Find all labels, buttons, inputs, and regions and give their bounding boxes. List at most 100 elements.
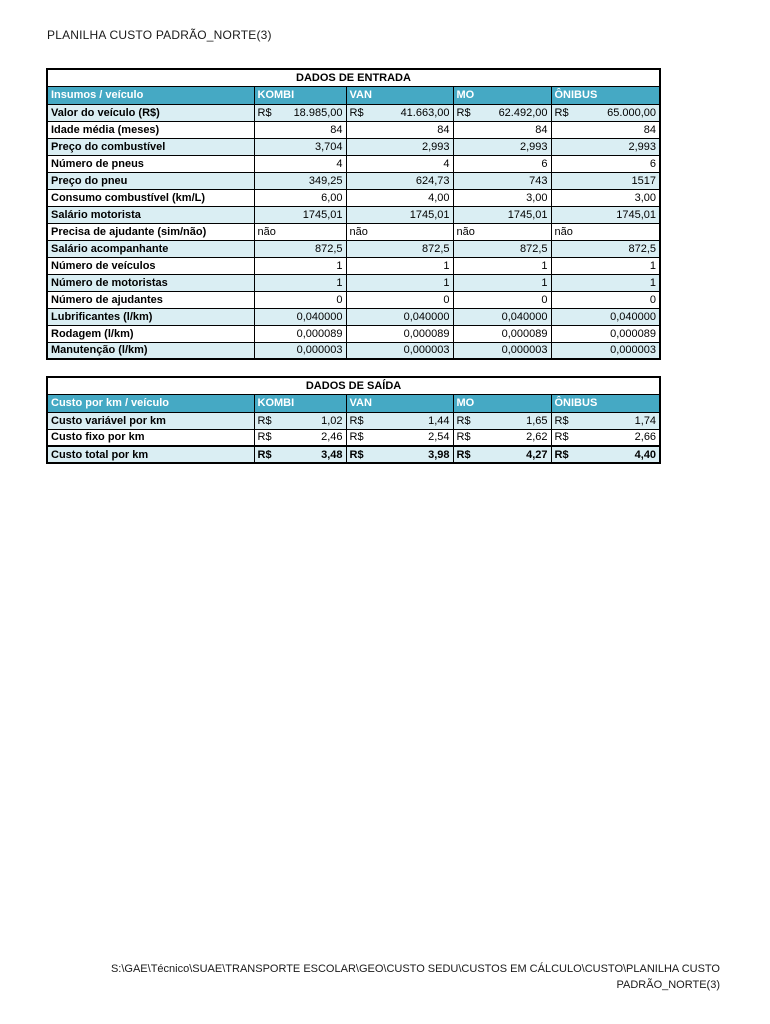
row-label: Custo fixo por km [46, 428, 255, 447]
cell-value: 6 [550, 154, 661, 173]
cell-value: R$ 18.985,00 [253, 103, 347, 122]
cell-value: não [550, 222, 661, 241]
cell-value: 1745,01 [550, 205, 661, 224]
currency-symbol: R$ [554, 448, 569, 461]
currency-symbol: R$ [554, 106, 569, 119]
currency-symbol: R$ [349, 431, 364, 444]
header-vehicle-column: VAN [345, 85, 454, 105]
table-row: Preço do combustível 3,704 2,993 2,993 2,993 [46, 137, 661, 156]
row-label: Lubrificantes (l/km) [46, 307, 255, 326]
cell-value: 1745,01 [345, 205, 454, 224]
table-row: Rodagem (l/km) 0,000089 0,000089 0,000089 0,… [46, 324, 661, 343]
cell-value: não [345, 222, 454, 241]
cell-value: 84 [253, 120, 347, 139]
table-header-row: Custo por km / veículo KOMBI VAN MO ÔNIBUS [46, 393, 661, 413]
header-vehicle-column: ÔNIBUS [550, 393, 661, 413]
header-vehicle-column: KOMBI [253, 393, 347, 413]
row-label: Custo variável por km [46, 411, 255, 430]
row-label: Manutenção (l/km) [46, 341, 255, 360]
table-row: Salário motorista 1745,01 1745,01 1745,01 17… [46, 205, 661, 224]
cell-value: 0,000003 [452, 341, 552, 360]
table-row: Idade média (meses) 84 84 84 84 [46, 120, 661, 139]
cell-value: 872,5 [253, 239, 347, 258]
cell-value: 1 [345, 256, 454, 275]
currency-symbol: R$ [257, 431, 272, 444]
currency-symbol: R$ [349, 106, 364, 119]
table-row: Custo total por km R$ 3,48 R$ 3,98 R$ 4,27 R$ 4,… [46, 445, 661, 464]
footer-path-line-2: PADRÃO_NORTE(3) [616, 979, 720, 991]
cell-value: 84 [452, 120, 552, 139]
cell-value: 1517 [550, 171, 661, 190]
cell-value: 6 [452, 154, 552, 173]
row-label: Número de veículos [46, 256, 255, 275]
cell-value: R$ 2,46 [253, 428, 347, 447]
currency-symbol: R$ [257, 448, 272, 461]
cell-value: 0,000089 [452, 324, 552, 343]
cell-value: 3,704 [253, 137, 347, 156]
row-label: Salário motorista [46, 205, 255, 224]
cell-number: 1,02 [321, 414, 343, 427]
row-label: Valor do veículo (R$) [46, 103, 255, 122]
cell-value: 0 [253, 290, 347, 309]
cell-value: R$ 4,27 [452, 445, 552, 464]
row-label: Consumo combustível (km/L) [46, 188, 255, 207]
cell-value: 4 [253, 154, 347, 173]
cell-value: 0,040000 [253, 307, 347, 326]
cell-value: 1 [452, 273, 552, 292]
cell-value: 0,040000 [550, 307, 661, 326]
table-row: Manutenção (l/km) 0,000003 0,000003 0,00000… [46, 341, 661, 360]
row-label: Precisa de ajudante (sim/não) [46, 222, 255, 241]
cell-value: R$ 1,44 [345, 411, 454, 430]
header-vehicle-column: ÔNIBUS [550, 85, 661, 105]
cell-number: 4,40 [634, 448, 657, 461]
cell-value: R$ 41.663,00 [345, 103, 454, 122]
row-label: Custo total por km [46, 445, 255, 464]
header-vehicle-column: VAN [345, 393, 454, 413]
cell-value: R$ 1,65 [452, 411, 552, 430]
currency-symbol: R$ [349, 448, 364, 461]
currency-symbol: R$ [456, 414, 471, 427]
table-row: Número de veículos 1 1 1 1 [46, 256, 661, 275]
cell-value: R$ 1,74 [550, 411, 661, 430]
cell-value: 624,73 [345, 171, 454, 190]
currency-symbol: R$ [349, 414, 364, 427]
table-row: Lubrificantes (l/km) 0,040000 0,040000 0,04… [46, 307, 661, 326]
cell-number: 18.985,00 [293, 106, 343, 119]
header-vehicle-column: MO [452, 393, 552, 413]
cell-value: 4,00 [345, 188, 454, 207]
cell-number: 65.000,00 [607, 106, 657, 119]
table-title-row: DADOS DE ENTRADA [46, 68, 661, 87]
currency-symbol: R$ [456, 106, 471, 119]
cell-value: R$ 2,66 [550, 428, 661, 447]
table-header-row: Insumos / veículo KOMBI VAN MO ÔNIBUS [46, 85, 661, 105]
cell-number: 62.492,00 [498, 106, 548, 119]
currency-symbol: R$ [257, 106, 272, 119]
cell-value: 84 [345, 120, 454, 139]
currency-symbol: R$ [554, 431, 569, 444]
cell-number: 3,98 [428, 448, 450, 461]
currency-symbol: R$ [554, 414, 569, 427]
cell-value: 3,00 [452, 188, 552, 207]
cell-value: R$ 4,40 [550, 445, 661, 464]
cell-value: 4 [345, 154, 454, 173]
currency-symbol: R$ [257, 414, 272, 427]
row-label: Número de ajudantes [46, 290, 255, 309]
document-title: PLANILHA CUSTO PADRÃO_NORTE(3) [47, 28, 272, 42]
cell-value: R$ 2,62 [452, 428, 552, 447]
header-vehicle-column: KOMBI [253, 85, 347, 105]
cell-value: 349,25 [253, 171, 347, 190]
table-title: DADOS DE ENTRADA [46, 68, 661, 87]
cell-value: não [253, 222, 347, 241]
cell-value: 0,000003 [253, 341, 347, 360]
footer-path-line-1: S:\GAE\Técnico\SUAE\TRANSPORTE ESCOLAR\G… [110, 963, 720, 975]
header-vehicle-column: MO [452, 85, 552, 105]
table-row: Número de ajudantes 0 0 0 0 [46, 290, 661, 309]
table-row: Preço do pneu 349,25 624,73 743 1517 [46, 171, 661, 190]
cell-value: R$ 1,02 [253, 411, 347, 430]
row-label: Salário acompanhante [46, 239, 255, 258]
table-dados-de-entrada: DADOS DE ENTRADA Insumos / veículo KOMBI VA… [46, 68, 662, 360]
row-label: Preço do combustível [46, 137, 255, 156]
table-title-row: DADOS DE SAÍDA [46, 376, 661, 395]
table-row: Custo variável por km R$ 1,02 R$ 1,44 R$ 1,65 R… [46, 411, 661, 430]
tables-container: DADOS DE ENTRADA Insumos / veículo KOMBI VA… [46, 68, 662, 480]
